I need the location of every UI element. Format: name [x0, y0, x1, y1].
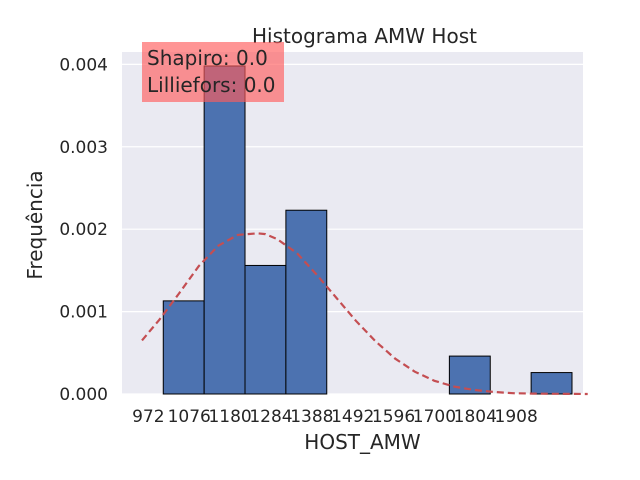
x-tick-label-5: 1492	[331, 407, 374, 427]
normal-fit-curve	[141, 232, 588, 396]
x-tick-label-6: 1596	[372, 407, 415, 427]
histogram-bar-1	[203, 65, 246, 395]
y-tick-label-0: 0.000	[59, 385, 108, 405]
histogram-bars	[162, 65, 573, 395]
x-tick-label-0: 972	[132, 407, 164, 427]
annotation-box	[142, 42, 284, 102]
x-tick-label-9: 1908	[495, 407, 538, 427]
histogram-bar-9	[530, 372, 573, 395]
annotation-lilliefors: Lilliefors: 0.0	[147, 73, 276, 97]
x-axis-label: HOST_AMW	[304, 430, 421, 454]
x-tick-label-7: 1700	[413, 407, 456, 427]
histogram-bar-3	[285, 209, 328, 395]
histogram-bar-0	[162, 300, 205, 395]
normality-test-annotation: Shapiro: 0.0 Lilliefors: 0.0	[142, 42, 284, 102]
x-tick-label-8: 1804	[454, 407, 497, 427]
y-tick-label-2: 0.002	[59, 220, 108, 240]
y-tick-labels: 0.000 0.001 0.002 0.003 0.004	[59, 55, 108, 405]
chart-title: Histograma AMW Host	[252, 24, 477, 48]
y-tick-label-4: 0.004	[59, 55, 108, 75]
histogram-bar-2	[244, 264, 287, 395]
y-tick-label-1: 0.001	[59, 303, 108, 323]
annotation-shapiro: Shapiro: 0.0	[147, 46, 268, 70]
x-tick-label-1: 1076	[168, 407, 211, 427]
x-tick-label-4: 1388	[290, 407, 333, 427]
y-tick-label-3: 0.003	[59, 138, 108, 158]
y-axis-label: Frequência	[23, 170, 47, 279]
x-tick-label-2: 1180	[208, 407, 251, 427]
x-tick-label-3: 1284	[249, 407, 292, 427]
